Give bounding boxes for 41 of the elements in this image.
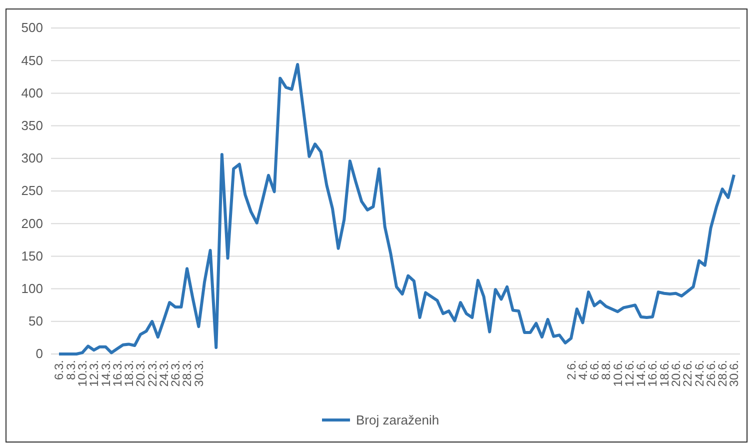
x-tick-label: 8.3. <box>64 360 78 380</box>
y-tick-label: 450 <box>21 52 43 68</box>
x-tick-label: 12.3. <box>87 360 102 387</box>
x-tick-label: 22.3. <box>145 360 160 387</box>
x-tick-label: 4.6. <box>576 360 590 380</box>
x-tick-label: 2.6. <box>564 360 578 380</box>
x-tick-label: 20.6. <box>669 360 684 387</box>
legend-label: Broj zaraženih <box>356 412 440 428</box>
x-tick-label: 12.6. <box>622 360 636 387</box>
x-tick-label: 28.3. <box>180 360 194 387</box>
x-tick-label: 20.3. <box>134 360 148 387</box>
y-tick-label: 100 <box>21 280 43 296</box>
x-tick-label: 26.6. <box>704 360 718 387</box>
y-tick-label: 50 <box>28 314 43 329</box>
y-tick-label: 150 <box>21 248 43 264</box>
x-tick-label: 18.3. <box>122 360 136 387</box>
x-tick-label: 14.3. <box>98 360 113 387</box>
y-tick-label: 200 <box>21 216 43 231</box>
x-tick-label: 24.6. <box>692 360 706 387</box>
x-tick-label: 26.3. <box>168 360 183 387</box>
x-tick-label: 10.6. <box>610 360 625 387</box>
y-tick-label: 250 <box>21 183 43 198</box>
x-tick-label: 6.6. <box>588 360 602 380</box>
x-tick-label: 16.3. <box>110 360 124 387</box>
x-tick-label: 6.3. <box>52 360 66 380</box>
y-tick-label: 0 <box>36 346 43 362</box>
y-tick-label: 400 <box>21 85 43 100</box>
line-series <box>58 63 736 356</box>
y-tick-label: 300 <box>21 150 43 166</box>
x-tick-label: 22.6. <box>680 360 695 387</box>
x-tick-label: 24.3. <box>156 360 171 387</box>
x-tick-label: 30.6. <box>727 360 742 387</box>
x-tick-label: 16.6. <box>646 360 660 387</box>
x-tick-label: 10.3. <box>75 360 90 387</box>
x-tick-label: 8.8. <box>599 360 614 380</box>
y-tick-label: 500 <box>21 20 43 36</box>
x-tick-label: 18.6. <box>657 360 672 387</box>
x-tick-label: 28.6. <box>716 360 730 387</box>
y-tick-label: 350 <box>21 118 43 133</box>
x-tick-label: 30.3. <box>192 360 206 387</box>
x-tick-label: 14.6. <box>634 360 648 387</box>
